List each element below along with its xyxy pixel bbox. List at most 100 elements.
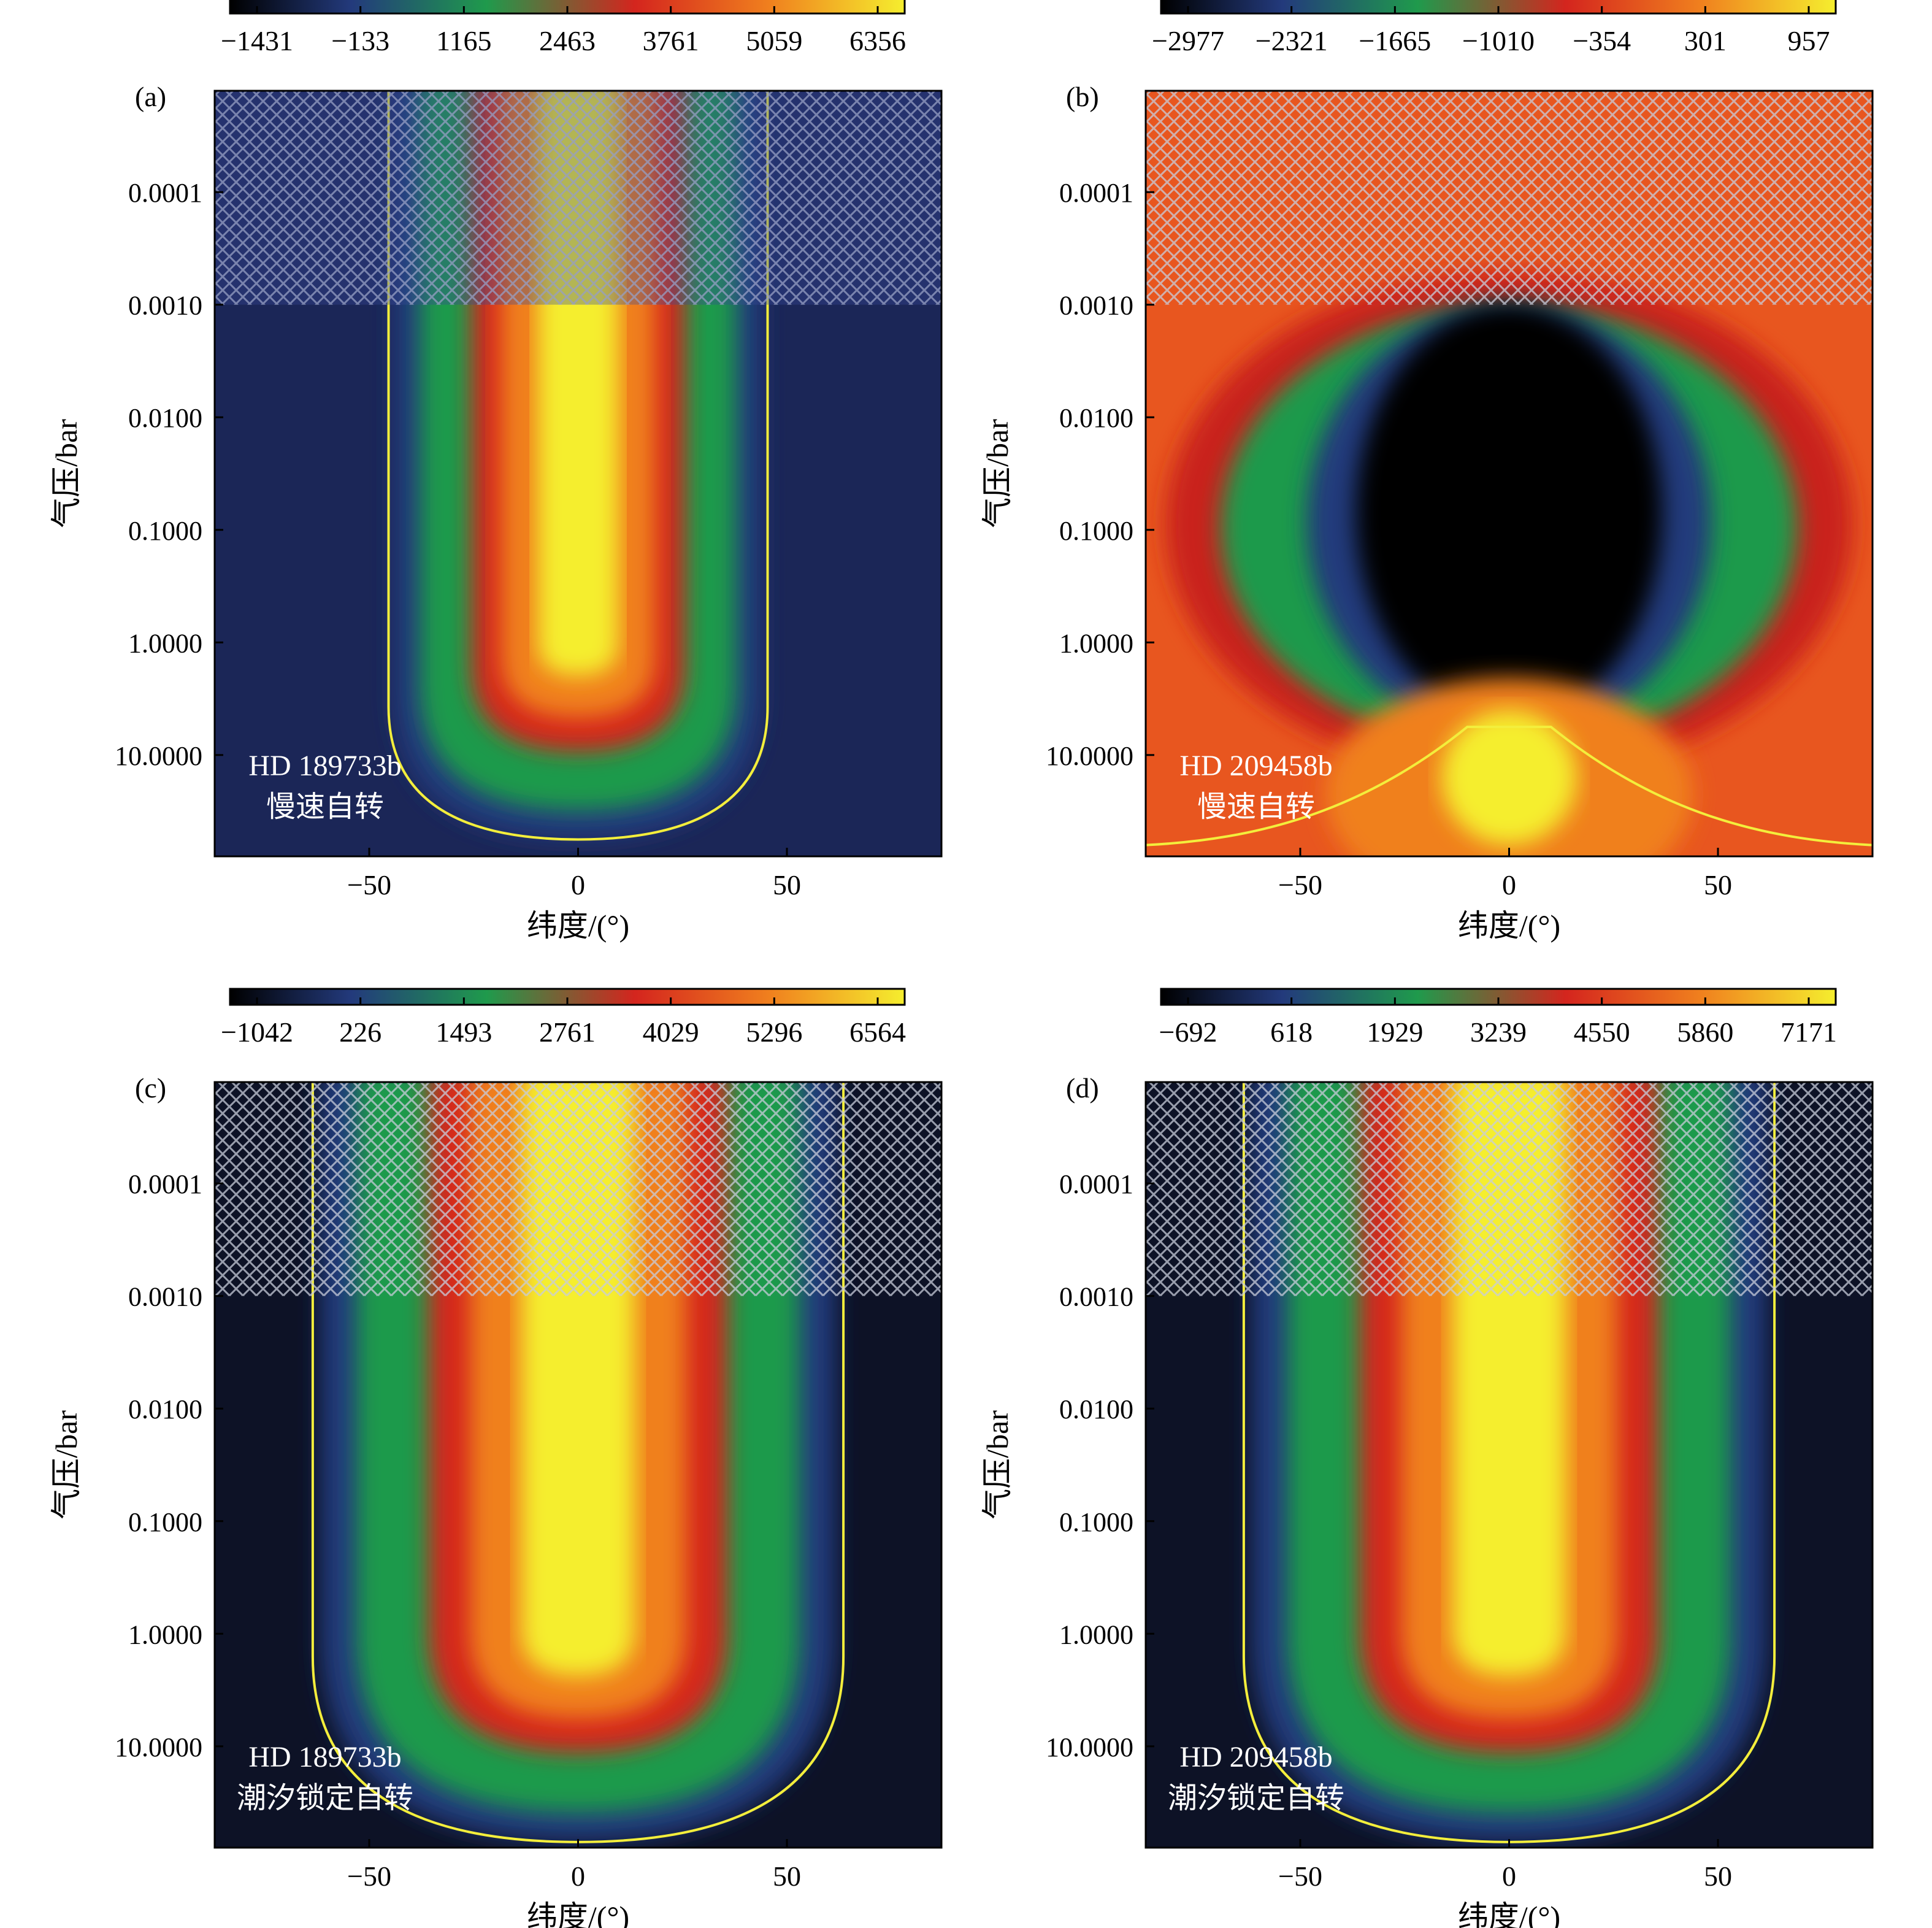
zero-contour xyxy=(1146,725,1873,847)
x-axis-label: 纬度/(°) xyxy=(527,1900,629,1928)
colorbar-tick-label: 1493 xyxy=(435,1016,492,1048)
x-axis-label: 纬度/(°) xyxy=(527,908,629,943)
y-tick-label: 0.0001 xyxy=(128,178,202,208)
colorbar-tick-label: 7171 xyxy=(1781,1016,1837,1048)
colorbar-tick-label: 5059 xyxy=(746,25,802,56)
colorbar-tick-label: −133 xyxy=(331,25,389,56)
colorbar-tick-label: 6564 xyxy=(849,1016,906,1048)
panel-label: (a) xyxy=(135,81,166,112)
y-axis-label: 气压/bar xyxy=(49,1410,83,1519)
y-tick-label: 10.0000 xyxy=(1046,1732,1133,1762)
x-tick-label: 50 xyxy=(1704,869,1732,901)
colorbar-tick-label: 5860 xyxy=(1677,1016,1733,1048)
x-axis-label: 纬度/(°) xyxy=(1458,1900,1560,1928)
y-tick-label: 0.0001 xyxy=(128,1169,202,1199)
x-tick-label: 0 xyxy=(571,1861,585,1892)
panel-d: −50 0 50 0.0001 0.0010 0.0100 0.1000 1.0000 10.0… xyxy=(980,988,1874,1928)
colorbar-tick-label: 4550 xyxy=(1574,1016,1630,1048)
colorbar-tick-label: −1665 xyxy=(1359,25,1431,56)
hatch-tint xyxy=(215,91,941,305)
y-tick-label: 0.0010 xyxy=(128,291,202,321)
y-tick-label: 0.0010 xyxy=(1059,1282,1133,1312)
y-axis-label: 气压/bar xyxy=(980,1410,1014,1519)
colorbar-tick-label: −354 xyxy=(1573,25,1631,56)
y-tick-label: 0.0010 xyxy=(1059,291,1133,321)
x-tick-label: −50 xyxy=(1278,869,1322,901)
zero-contour xyxy=(387,91,769,841)
y-tick-label: 0.1000 xyxy=(1059,516,1133,546)
y-tick-label: 1.0000 xyxy=(128,1619,202,1650)
y-axis-label: 气压/bar xyxy=(980,419,1014,528)
field-band-3 xyxy=(1355,304,1663,721)
colorbar-tick-label: −2321 xyxy=(1255,25,1328,56)
panel-label: (c) xyxy=(135,1072,166,1104)
y-tick-label: 0.0001 xyxy=(1059,1169,1133,1199)
colorbar-tick-label: 3239 xyxy=(1470,1016,1527,1048)
panel-label: (d) xyxy=(1066,1072,1099,1104)
hatched-region xyxy=(215,1082,941,1296)
panel-c: −50 0 50 0.0001 0.0010 0.0100 0.1000 1.0000 10.0… xyxy=(49,988,943,1928)
y-axis-label: 气压/bar xyxy=(49,419,83,528)
colorbar-tick-label: 1929 xyxy=(1367,1016,1423,1048)
colorbar-tick-label: 226 xyxy=(339,1016,381,1048)
colorbar-tick-label: −2977 xyxy=(1152,25,1224,56)
y-tick-label: 0.1000 xyxy=(1059,1507,1133,1537)
plot-area-b xyxy=(1146,91,1873,856)
y-tick-label: 0.0100 xyxy=(1059,403,1133,433)
colorbar-tick-label: 6356 xyxy=(849,25,906,56)
x-tick-label: −50 xyxy=(1278,1861,1322,1892)
x-axis-label: 纬度/(°) xyxy=(1458,908,1560,943)
field-band-core xyxy=(1441,710,1577,845)
plot-area-d xyxy=(1146,1082,1873,1848)
colorbar-tick-label: −1431 xyxy=(221,25,293,56)
y-tick-label: 1.0000 xyxy=(128,628,202,658)
x-tick-label: 50 xyxy=(773,869,801,901)
x-tick-label: −50 xyxy=(347,1861,391,1892)
colorbar-tick-label: −1010 xyxy=(1462,25,1535,56)
panel-b: −50 0 50 0.0001 0.0010 0.0100 0.1000 1.0000 10.0… xyxy=(980,0,1874,943)
rotation-label: 慢速自转 xyxy=(1197,791,1315,823)
colorbar-tick-label: 2761 xyxy=(539,1016,596,1048)
y-tick-label: 10.0000 xyxy=(115,1732,202,1762)
colorbar-tick-label: −1042 xyxy=(221,1016,293,1048)
y-tick-label: 0.0100 xyxy=(128,403,202,433)
colorbar-tick-label: 618 xyxy=(1270,1016,1313,1048)
y-tick-label: 0.1000 xyxy=(128,1507,202,1537)
colorbar-tick-label: 3761 xyxy=(643,25,699,56)
y-tick-label: 0.0010 xyxy=(128,1282,202,1312)
rotation-label: 潮汐锁定自转 xyxy=(237,1782,413,1815)
y-tick-label: 0.0100 xyxy=(128,1394,202,1424)
hatched-region xyxy=(1146,91,1873,305)
planet-label: HD 209458b xyxy=(1179,750,1332,782)
x-tick-label: 50 xyxy=(773,1861,801,1892)
plot-area-c xyxy=(215,1082,941,1848)
x-tick-label: 0 xyxy=(1502,1861,1516,1892)
rotation-label: 慢速自转 xyxy=(266,791,384,823)
x-tick-label: 50 xyxy=(1704,1861,1732,1892)
colorbar-tick-label: −692 xyxy=(1159,1016,1217,1048)
plot-area-a xyxy=(215,91,941,856)
colorbar-tick-label: 4029 xyxy=(643,1016,699,1048)
hatched-region xyxy=(215,91,941,305)
planet-label: HD 209458b xyxy=(1179,1741,1332,1773)
colorbar-tick-label: 957 xyxy=(1788,25,1830,56)
y-tick-label: 0.1000 xyxy=(128,516,202,546)
planet-label: HD 189733b xyxy=(248,750,401,782)
x-tick-label: 0 xyxy=(1502,869,1516,901)
colorbar-tick-label: 301 xyxy=(1684,25,1727,56)
y-tick-label: 0.0001 xyxy=(1059,178,1133,208)
x-tick-label: 0 xyxy=(571,869,585,901)
colorbar-tick-label: 1165 xyxy=(436,25,491,56)
colorbar-tick-label: 5296 xyxy=(746,1016,802,1048)
y-tick-label: 1.0000 xyxy=(1059,628,1133,658)
x-tick-label: −50 xyxy=(347,869,391,901)
rotation-label: 潮汐锁定自转 xyxy=(1168,1782,1344,1815)
colorbar-tick-label: 2463 xyxy=(539,25,596,56)
panel-label: (b) xyxy=(1066,81,1099,112)
panel-a: −50 0 50 0.0001 0.0010 0.0100 0.1000 1.0000 10.0… xyxy=(49,0,943,943)
y-tick-label: 1.0000 xyxy=(1059,1619,1133,1650)
hatched-region xyxy=(1146,1082,1873,1296)
planet-label: HD 189733b xyxy=(248,1741,401,1773)
y-tick-label: 10.0000 xyxy=(115,741,202,771)
